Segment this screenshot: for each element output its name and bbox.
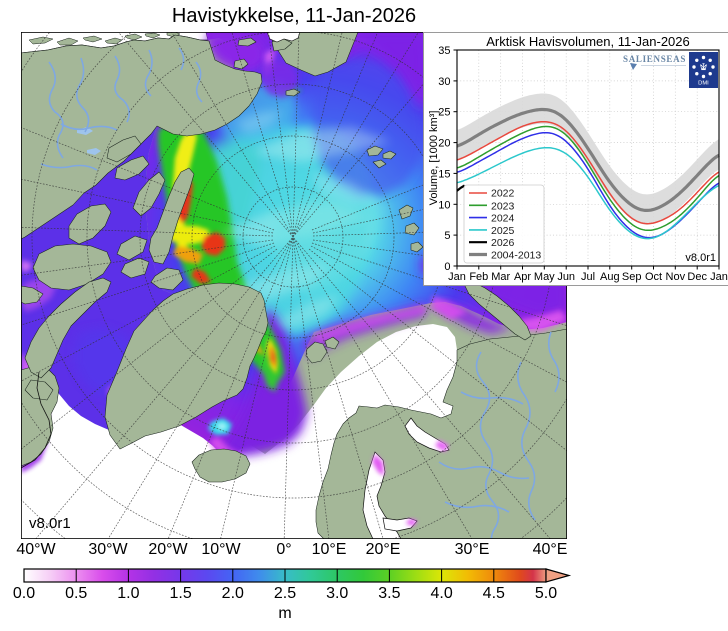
svg-text:3.0: 3.0 — [326, 585, 348, 602]
svg-text:Jan: Jan — [448, 271, 466, 283]
svg-text:2026: 2026 — [491, 237, 515, 249]
svg-text:2024: 2024 — [491, 213, 515, 225]
svg-text:v8.0r1: v8.0r1 — [685, 252, 716, 264]
svg-text:2025: 2025 — [491, 225, 515, 237]
svg-text:Jul: Jul — [581, 271, 595, 283]
svg-text:Jun: Jun — [557, 271, 575, 283]
svg-text:4.0: 4.0 — [430, 585, 452, 602]
svg-text:0.0: 0.0 — [13, 585, 35, 602]
svg-text:10: 10 — [438, 199, 450, 211]
svg-text:May: May — [534, 271, 555, 283]
svg-text:2.0: 2.0 — [222, 585, 244, 602]
svg-text:m: m — [278, 605, 291, 622]
svg-text:1.5: 1.5 — [169, 585, 191, 602]
svg-text:Nov: Nov — [666, 271, 686, 283]
svg-text:Feb: Feb — [469, 271, 488, 283]
svg-text:v8.0r1: v8.0r1 — [29, 515, 71, 532]
svg-text:3.5: 3.5 — [378, 585, 400, 602]
svg-text:Arktisk Havisvolumen, 11-Jan-2: Arktisk Havisvolumen, 11-Jan-2026 — [486, 34, 690, 49]
svg-text:1.0: 1.0 — [117, 585, 139, 602]
svg-text:30: 30 — [438, 76, 450, 88]
svg-text:Oct: Oct — [645, 271, 662, 283]
svg-text:Jan: Jan — [710, 271, 728, 283]
svg-text:5.0: 5.0 — [535, 585, 557, 602]
svg-text:35: 35 — [438, 45, 450, 57]
svg-text:5: 5 — [444, 230, 450, 242]
svg-text:0: 0 — [444, 261, 450, 273]
svg-text:2004-2013: 2004-2013 — [491, 250, 541, 262]
svg-text:0.5: 0.5 — [65, 585, 87, 602]
svg-text:Volume, [1000 km³]: Volume, [1000 km³] — [428, 111, 440, 206]
svg-text:Mar: Mar — [491, 271, 510, 283]
svg-text:15: 15 — [438, 168, 450, 180]
svg-text:2022: 2022 — [491, 188, 515, 200]
svg-text:Aug: Aug — [600, 271, 620, 283]
svg-text:25: 25 — [438, 107, 450, 119]
svg-text:Apr: Apr — [514, 271, 531, 283]
svg-text:Dec: Dec — [687, 271, 707, 283]
svg-text:2023: 2023 — [491, 200, 515, 212]
svg-text:Sep: Sep — [622, 271, 642, 283]
svg-text:SALIENSEAS: SALIENSEAS — [623, 54, 686, 64]
svg-text:2.5: 2.5 — [274, 585, 296, 602]
svg-text:20: 20 — [438, 138, 450, 150]
svg-text:DMI: DMI — [698, 81, 709, 87]
svg-text:4.5: 4.5 — [483, 585, 505, 602]
